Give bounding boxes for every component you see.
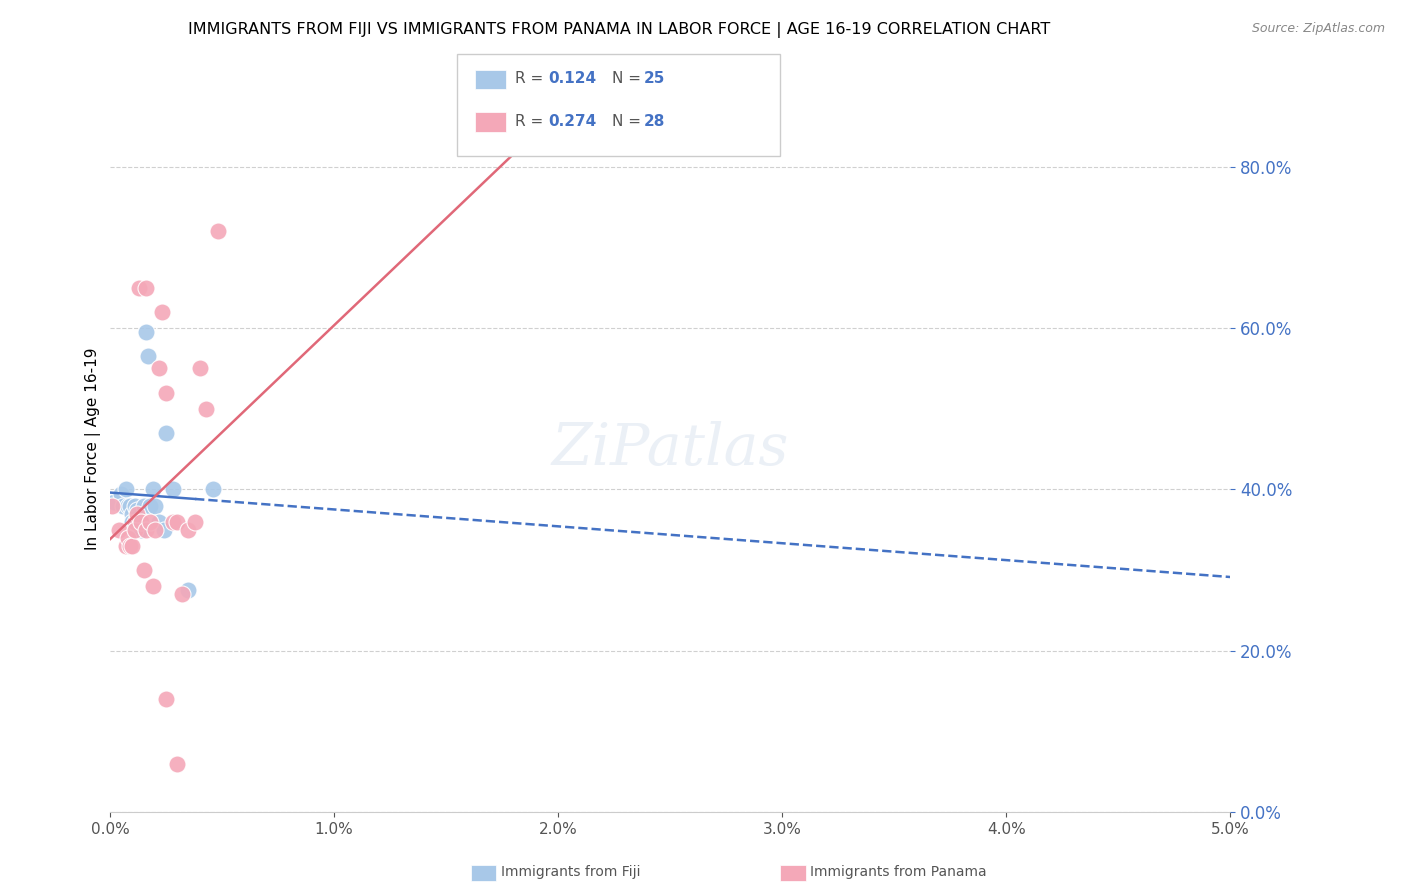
Text: 0.274: 0.274 xyxy=(548,114,596,128)
Point xyxy=(139,499,162,513)
Point xyxy=(108,523,131,537)
Text: Source: ZipAtlas.com: Source: ZipAtlas.com xyxy=(1251,22,1385,36)
Point xyxy=(195,401,218,416)
Point xyxy=(143,523,166,537)
Point xyxy=(110,486,132,500)
Text: 28: 28 xyxy=(644,114,665,128)
Point xyxy=(166,756,188,771)
Y-axis label: In Labor Force | Age 16-19: In Labor Force | Age 16-19 xyxy=(86,348,101,550)
Point xyxy=(162,483,184,497)
Point xyxy=(120,499,142,513)
Point xyxy=(117,499,139,513)
Point xyxy=(101,499,124,513)
Point xyxy=(124,515,146,529)
Text: Immigrants from Panama: Immigrants from Panama xyxy=(810,865,987,880)
Text: 25: 25 xyxy=(644,71,665,86)
Point xyxy=(121,507,143,521)
Point xyxy=(177,523,200,537)
Point xyxy=(121,539,143,553)
Point xyxy=(139,515,162,529)
Point xyxy=(125,502,148,516)
Text: R =: R = xyxy=(515,114,548,128)
Point xyxy=(188,361,211,376)
Text: Immigrants from Fiji: Immigrants from Fiji xyxy=(501,865,640,880)
Point xyxy=(148,515,170,529)
Point xyxy=(143,499,166,513)
Point xyxy=(120,539,142,553)
Text: R =: R = xyxy=(515,71,548,86)
Text: ZiPatlas: ZiPatlas xyxy=(551,421,789,477)
Point xyxy=(112,499,135,513)
Point xyxy=(155,692,177,706)
Point xyxy=(150,305,173,319)
Point xyxy=(135,325,157,339)
Point xyxy=(131,523,153,537)
Point xyxy=(125,507,148,521)
Point xyxy=(152,523,174,537)
Point xyxy=(148,361,170,376)
Point xyxy=(121,515,143,529)
Point xyxy=(141,579,163,593)
Point xyxy=(202,483,225,497)
Text: N =: N = xyxy=(612,71,645,86)
Point xyxy=(114,539,136,553)
Point xyxy=(128,523,150,537)
Point xyxy=(177,583,200,598)
Point xyxy=(125,515,148,529)
Point xyxy=(166,515,188,529)
Point xyxy=(155,425,177,440)
Point xyxy=(132,563,155,577)
Text: N =: N = xyxy=(612,114,645,128)
Point xyxy=(135,523,157,537)
Point xyxy=(162,515,184,529)
Point xyxy=(184,515,207,529)
Point xyxy=(124,499,146,513)
Point xyxy=(114,483,136,497)
Point xyxy=(155,385,177,400)
Point xyxy=(124,523,146,537)
Point xyxy=(170,587,193,601)
Point xyxy=(136,350,159,364)
Text: IMMIGRANTS FROM FIJI VS IMMIGRANTS FROM PANAMA IN LABOR FORCE | AGE 16-19 CORREL: IMMIGRANTS FROM FIJI VS IMMIGRANTS FROM … xyxy=(187,22,1050,38)
Point xyxy=(141,483,163,497)
Point xyxy=(132,499,155,513)
Point xyxy=(128,281,150,295)
Point xyxy=(103,494,125,508)
Text: 0.124: 0.124 xyxy=(548,71,596,86)
Point xyxy=(131,515,153,529)
Point xyxy=(117,531,139,545)
Point xyxy=(207,224,229,238)
Point xyxy=(135,281,157,295)
